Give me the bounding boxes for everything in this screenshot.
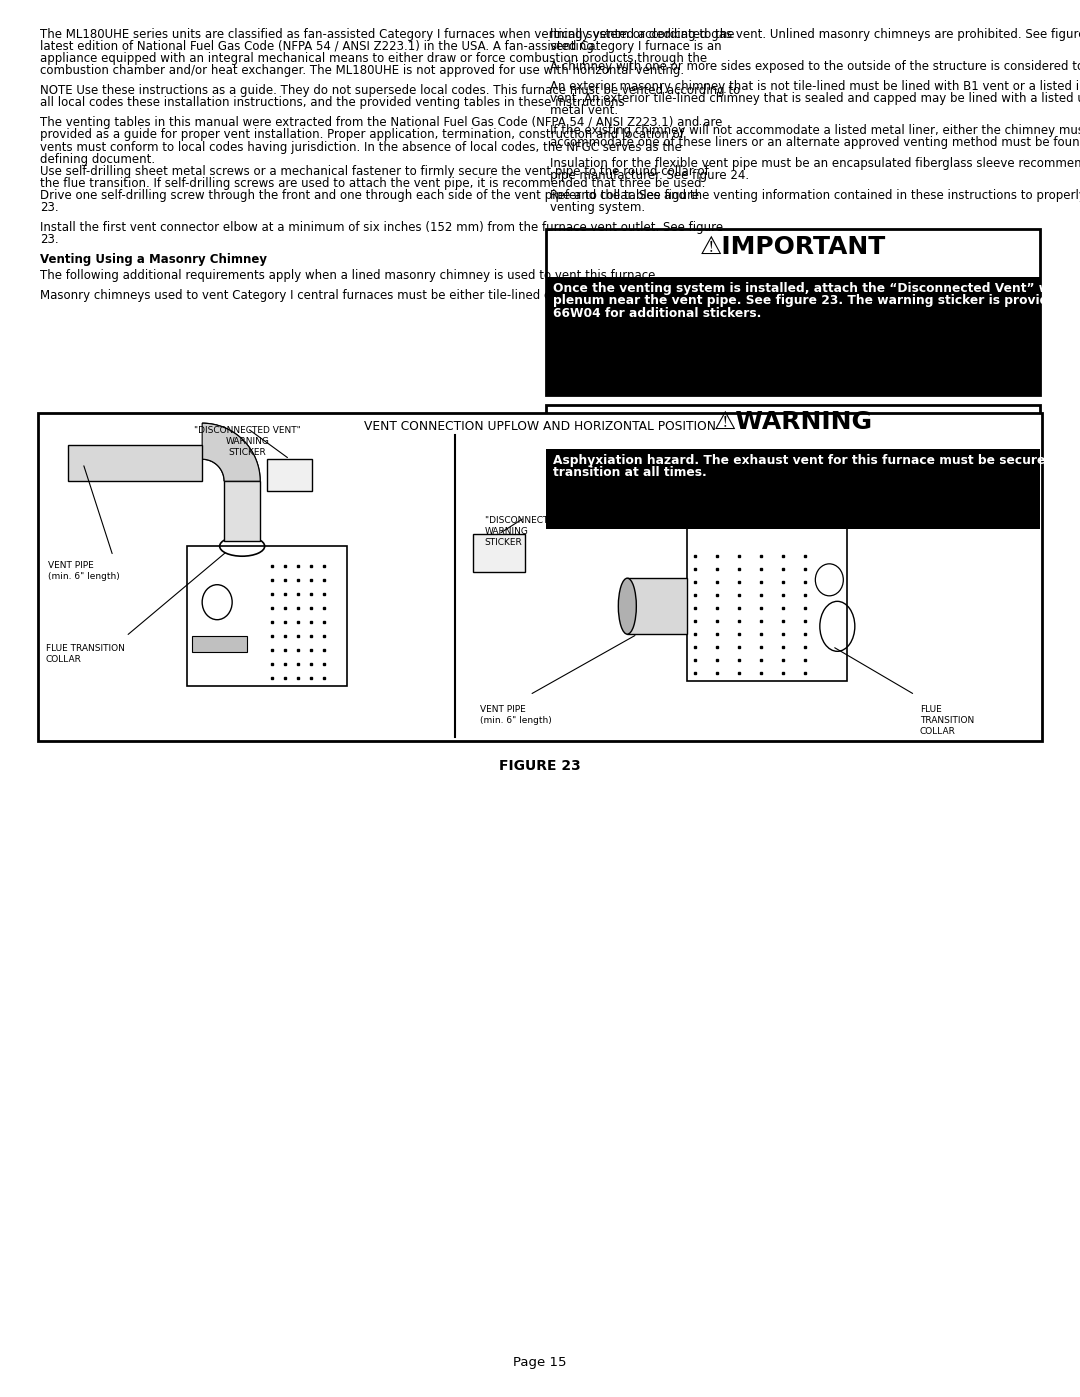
Text: Asphyxiation hazard. The exhaust vent for this furnace must be securely connecte: Asphyxiation hazard. The exhaust vent fo… (553, 454, 1080, 467)
Text: accommodate one of these liners or an alternate approved venting method must be : accommodate one of these liners or an al… (550, 137, 1080, 149)
Bar (546, 448, 1040, 529)
Text: Page 15: Page 15 (513, 1356, 567, 1369)
Text: vent. An exterior tile-lined chimney that is sealed and capped may be lined with: vent. An exterior tile-lined chimney tha… (550, 92, 1080, 105)
Text: VENT PIPE
(min. 6" length): VENT PIPE (min. 6" length) (48, 562, 120, 581)
Text: Masonry chimneys used to vent Category I central furnaces must be either tile-li: Masonry chimneys used to vent Category I… (40, 289, 703, 302)
Bar (546, 229, 1040, 395)
Text: A chimney with one or more sides exposed to the outside of the structure is cons: A chimney with one or more sides exposed… (550, 60, 1080, 73)
Bar (546, 405, 1040, 529)
Bar (225, 481, 260, 541)
Bar (68, 446, 202, 481)
Text: venting system.: venting system. (550, 201, 645, 214)
Text: venting.: venting. (550, 41, 598, 53)
Text: metal vent.: metal vent. (550, 105, 618, 117)
Text: plenum near the vent pipe. See figure 23. The warning sticker is provided in the: plenum near the vent pipe. See figure 23… (553, 295, 1080, 307)
Text: The following additional requirements apply when a lined masonry chimney is used: The following additional requirements ap… (40, 270, 659, 282)
Text: VENT CONNECTION UPFLOW AND HORIZONTAL POSITION: VENT CONNECTION UPFLOW AND HORIZONTAL PO… (364, 420, 716, 433)
Text: The venting tables in this manual were extracted from the National Fuel Gas Code: The venting tables in this manual were e… (40, 116, 723, 130)
Text: Venting Using a Masonry Chimney: Venting Using a Masonry Chimney (40, 253, 267, 265)
Bar (267, 460, 312, 492)
Text: Once the venting system is installed, attach the “Disconnected Vent” warning sti: Once the venting system is installed, at… (553, 282, 1080, 295)
Text: Drive one self-drilling screw through the front and one through each side of the: Drive one self-drilling screw through th… (40, 189, 699, 201)
Text: defining document.: defining document. (40, 152, 156, 166)
Text: FIGURE 23: FIGURE 23 (499, 759, 581, 773)
Text: ⚠IMPORTANT: ⚠IMPORTANT (700, 235, 886, 258)
Text: 23.: 23. (40, 201, 58, 214)
Text: Install the first vent connector elbow at a minimum of six inches (152 mm) from : Install the first vent connector elbow a… (40, 221, 724, 233)
Text: FLUE TRANSITION
COLLAR: FLUE TRANSITION COLLAR (46, 644, 125, 665)
Bar (473, 534, 525, 573)
Text: Refer to the tables and the venting information contained in these instructions : Refer to the tables and the venting info… (550, 189, 1080, 201)
Bar (38, 414, 1042, 740)
Text: 23.: 23. (40, 233, 58, 246)
Text: provided as a guide for proper vent installation. Proper application, terminatio: provided as a guide for proper vent inst… (40, 129, 684, 141)
Text: The ML180UHE series units are classified as fan-assisted Category I furnaces whe: The ML180UHE series units are classified… (40, 28, 734, 41)
Text: combustion chamber and/or heat exchanger. The ML180UHE is not approved for use w: combustion chamber and/or heat exchanger… (40, 64, 684, 77)
Text: the flue transition. If self-drilling screws are used to attach the vent pipe, i: the flue transition. If self-drilling sc… (40, 177, 705, 190)
Polygon shape (202, 423, 260, 481)
Text: "DISCONNECTED VENT"
WARNING
STICKER: "DISCONNECTED VENT" WARNING STICKER (193, 426, 300, 457)
Text: all local codes these installation instructions, and the provided venting tables: all local codes these installation instr… (40, 96, 624, 109)
Text: lining system or dedicated gas vent. Unlined masonry chimneys are prohibited. Se: lining system or dedicated gas vent. Unl… (550, 28, 1080, 41)
Text: 66W04 for additional stickers.: 66W04 for additional stickers. (553, 307, 761, 320)
Text: An exterior masonry chimney that is not tile-lined must be lined with B1 vent or: An exterior masonry chimney that is not … (550, 80, 1080, 94)
Ellipse shape (619, 578, 636, 634)
Bar (627, 578, 687, 634)
Text: ⚠WARNING: ⚠WARNING (714, 409, 873, 434)
Text: pipe manufacturer. See figure 24.: pipe manufacturer. See figure 24. (550, 169, 750, 182)
Bar (192, 636, 247, 652)
Text: VENT PIPE
(min. 6" length): VENT PIPE (min. 6" length) (480, 705, 552, 725)
Text: appliance equipped with an integral mechanical means to either draw or force com: appliance equipped with an integral mech… (40, 52, 707, 66)
Text: NOTE Use these instructions as a guide. They do not supersede local codes. This : NOTE Use these instructions as a guide. … (40, 84, 740, 98)
Text: Insulation for the flexible vent pipe must be an encapsulated fiberglass sleeve : Insulation for the flexible vent pipe mu… (550, 156, 1080, 169)
Text: latest edition of National Fuel Gas Code (NFPA 54 / ANSI Z223.1) in the USA. A f: latest edition of National Fuel Gas Code… (40, 41, 721, 53)
Text: vents must conform to local codes having jurisdiction. In the absence of local c: vents must conform to local codes having… (40, 141, 681, 154)
Text: FLUE
TRANSITION
COLLAR: FLUE TRANSITION COLLAR (920, 705, 974, 736)
Text: transition at all times.: transition at all times. (553, 467, 706, 479)
Text: If the existing chimney will not accommodate a listed metal liner, either the ch: If the existing chimney will not accommo… (550, 124, 1080, 137)
Text: Use self-drilling sheet metal screws or a mechanical fastener to firmly secure t: Use self-drilling sheet metal screws or … (40, 165, 708, 177)
Text: "DISCONNECTED VENT"
WARNING
STICKER: "DISCONNECTED VENT" WARNING STICKER (485, 515, 592, 546)
Bar (687, 525, 848, 680)
Bar (546, 277, 1040, 395)
